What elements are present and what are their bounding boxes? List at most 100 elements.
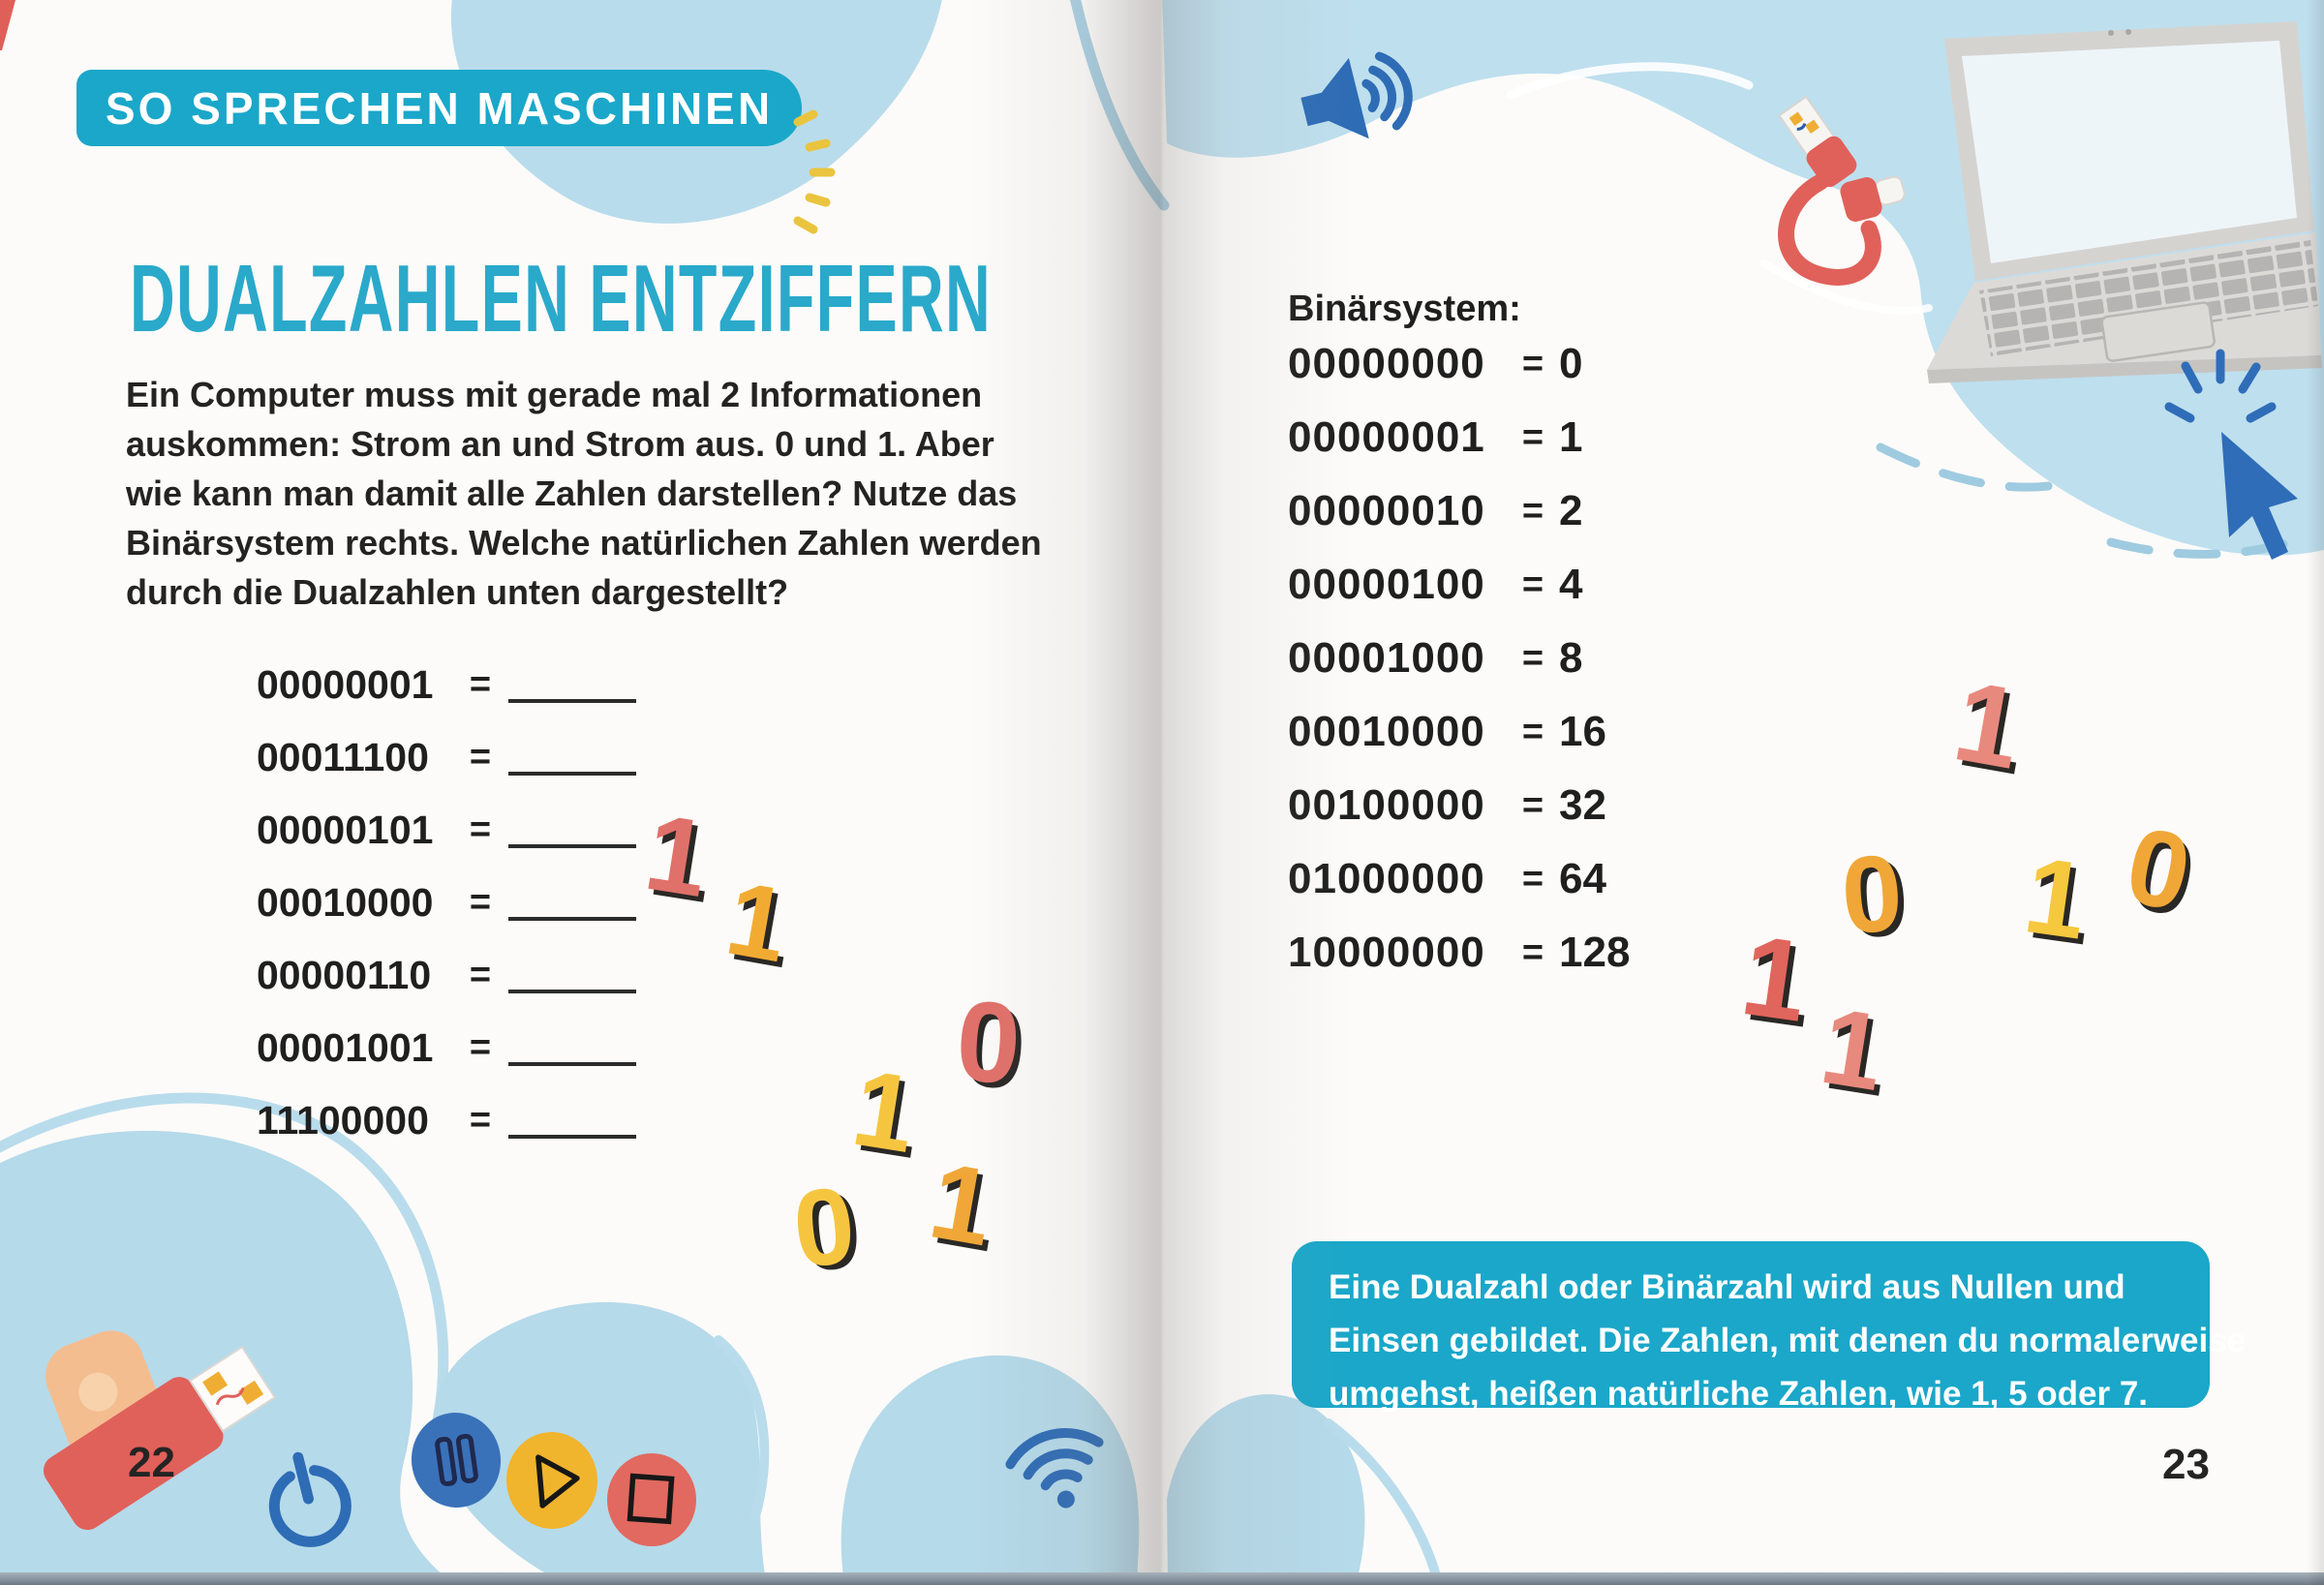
- equals-sign: =: [469, 737, 492, 777]
- decorative-digit: 0: [952, 976, 1025, 1110]
- wifi-icon: [1005, 1428, 1104, 1509]
- intro-line: wie kann man damit alle Zahlen darstelle…: [126, 473, 1018, 513]
- gutter-top-arc: [1070, 0, 1170, 211]
- stop-icon: [607, 1453, 696, 1546]
- exercise-row: 00010000 =: [257, 867, 636, 939]
- decimal-value: 32: [1559, 781, 1606, 829]
- info-box: Eine Dualzahl oder Binärzahl wird aus Nu…: [1292, 1241, 2247, 1413]
- answer-blank: [508, 1134, 636, 1139]
- exercise-row: 00000101 =: [257, 794, 636, 867]
- chapter-badge-label: SO SPRECHEN MASCHINEN: [105, 82, 774, 134]
- decorative-digit: 0: [1837, 831, 1907, 958]
- decimal-value: 128: [1559, 929, 1631, 976]
- binary-number: 11100000: [257, 1098, 429, 1143]
- info-line: Eine Dualzahl oder Binärzahl wird aus Nu…: [1329, 1268, 2125, 1306]
- table-row: 01000000 = 64: [1288, 842, 1630, 916]
- pause-icon: [411, 1413, 502, 1508]
- band-white-arc: [1506, 62, 1754, 100]
- equals-sign: =: [1521, 931, 1544, 973]
- answer-blank: [508, 698, 636, 703]
- corner-red-mark: [0, 0, 15, 50]
- answer-blank: [508, 1061, 636, 1066]
- page-title: DUALZAHLEN ENTZIFFERN: [130, 245, 993, 351]
- equals-sign: =: [1521, 637, 1544, 679]
- binary-number: 00000110: [257, 953, 432, 997]
- binary-number: 00100000: [1288, 781, 1485, 829]
- binary-number: 00001000: [1288, 634, 1485, 682]
- chapter-badge: SO SPRECHEN MASCHINEN: [76, 70, 802, 146]
- binary-number: 00000100: [1288, 561, 1485, 608]
- intro-line: auskommen: Strom an und Strom aus. 0 und…: [126, 424, 994, 464]
- decimal-value: 0: [1559, 340, 1583, 387]
- blob-white-arc: [1760, 259, 1933, 315]
- decimal-value: 16: [1559, 708, 1606, 755]
- equals-sign: =: [1521, 711, 1544, 752]
- binary-number: 00011100: [257, 735, 429, 779]
- binary-system-table: 00000000 = 0 00000001 = 1 00000010 = 2 0…: [1288, 327, 1630, 990]
- decimal-value: 8: [1559, 634, 1583, 682]
- table-row: 00001000 = 8: [1288, 622, 1630, 695]
- decimal-value: 4: [1559, 561, 1583, 608]
- table-row: 00100000 = 32: [1288, 769, 1630, 842]
- equals-sign: =: [469, 809, 492, 850]
- info-line: umgehst, heißen natürliche Zahlen, wie 1…: [1329, 1375, 2149, 1413]
- laptop-illustration: [1927, 21, 2322, 383]
- speaker-icon: [1300, 51, 1413, 139]
- equals-sign: =: [469, 882, 492, 923]
- equals-sign: =: [1521, 784, 1544, 826]
- buttons-hump-arc: [714, 1335, 770, 1521]
- equals-sign: =: [469, 955, 492, 995]
- page-number-right: 23: [2162, 1441, 2210, 1488]
- equals-sign: =: [1521, 416, 1544, 458]
- cursor-icon: [2164, 349, 2298, 560]
- decimal-value: 2: [1559, 487, 1583, 534]
- binary-number: 00000010: [1288, 487, 1485, 534]
- answer-blank: [508, 771, 636, 776]
- binary-number: 01000000: [1288, 855, 1485, 902]
- power-icon: [268, 1451, 352, 1547]
- answer-blank: [508, 843, 636, 848]
- decimal-value: 64: [1559, 855, 1606, 902]
- decimal-value: 1: [1559, 413, 1583, 461]
- answer-blank: [508, 916, 636, 921]
- binary-number: 00000101: [257, 808, 434, 852]
- equals-sign: =: [469, 664, 492, 705]
- table-row: 00010000 = 16: [1288, 695, 1630, 769]
- binary-number: 00000001: [257, 662, 434, 707]
- exercise-row: 00000110 =: [257, 939, 636, 1012]
- equals-sign: =: [1521, 858, 1544, 899]
- binary-number: 00000000: [1288, 340, 1485, 387]
- binary-number: 00010000: [1288, 708, 1485, 755]
- equals-sign: =: [1521, 343, 1544, 384]
- exercise-row: 00001001 =: [257, 1012, 636, 1084]
- binary-number: 10000000: [1288, 929, 1485, 976]
- wifi-hump-blob: [841, 1355, 1140, 1585]
- intro-line: durch die Dualzahlen unten dargestellt?: [126, 572, 789, 612]
- dashed-arc-1: [1876, 442, 2067, 492]
- table-row: 10000000 = 128: [1288, 916, 1630, 990]
- usb-stick-illustration: [43, 1330, 277, 1531]
- equals-sign: =: [1521, 564, 1544, 605]
- equals-sign: =: [469, 1027, 492, 1068]
- decorative-digit: 0: [787, 1164, 861, 1291]
- binary-number: 00001001: [257, 1025, 434, 1070]
- equals-sign: =: [469, 1100, 492, 1141]
- usb-cable-icon: [1777, 95, 1906, 286]
- answer-blank: [508, 989, 636, 993]
- page-right-edge-shadow: [2307, 0, 2324, 1585]
- exercise-row: 00011100 =: [257, 721, 636, 794]
- equals-sign: =: [1521, 490, 1544, 532]
- table-row: 00000000 = 0: [1288, 327, 1630, 401]
- info-line: Einsen gebildet. Die Zahlen, mit denen d…: [1329, 1322, 2247, 1359]
- exercise-list: 00000001 = 00011100 = 00000101 = 0001000…: [257, 649, 636, 1157]
- exercise-row: 00000001 =: [257, 649, 636, 721]
- right-bottom-blob: [1167, 1393, 1365, 1585]
- table-row: 00000001 = 1: [1288, 401, 1630, 474]
- intro-paragraph: Ein Computer muss mit gerade mal 2 Infor…: [126, 370, 1042, 617]
- intro-line: Binärsystem rechts. Welche natürlichen Z…: [126, 523, 1042, 563]
- intro-line: Ein Computer muss mit gerade mal 2 Infor…: [126, 375, 983, 414]
- bottom-left-arc: [0, 1092, 449, 1427]
- table-row: 00000010 = 2: [1288, 474, 1630, 548]
- sparkle-dashes-icon: [793, 109, 836, 234]
